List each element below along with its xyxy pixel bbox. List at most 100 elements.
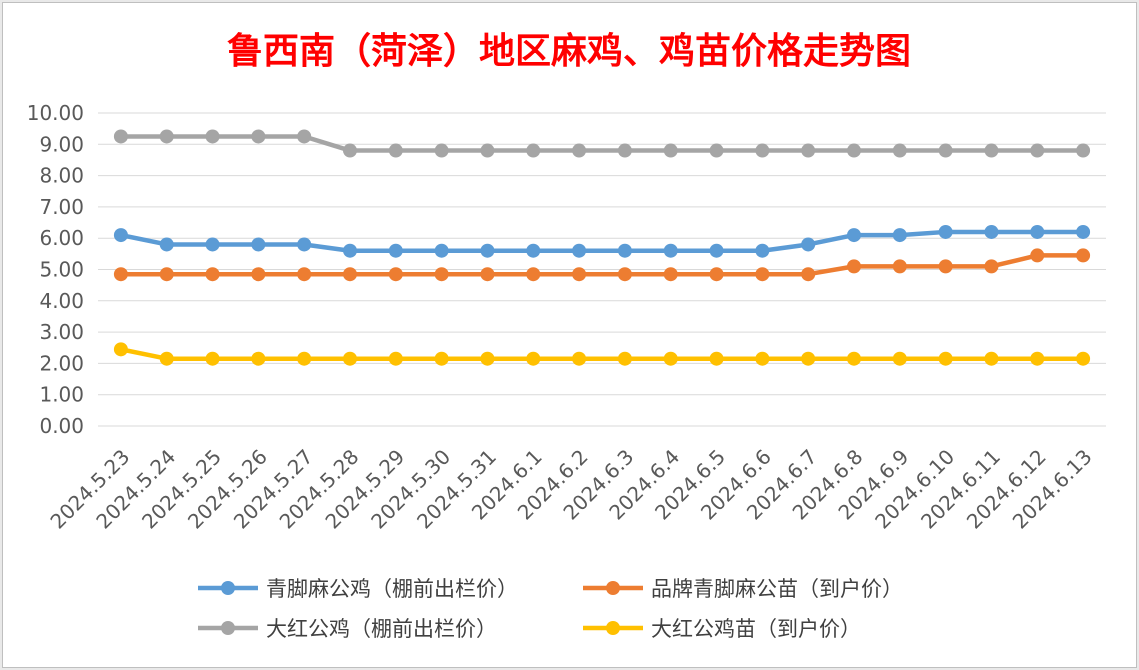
data-point bbox=[205, 351, 220, 366]
data-point bbox=[343, 267, 357, 282]
data-point bbox=[1030, 351, 1045, 366]
data-point bbox=[480, 143, 495, 158]
data-point bbox=[434, 243, 449, 258]
y-tick-label: 3.00 bbox=[39, 320, 84, 344]
y-axis-ticks: 0.00 1.00 2.00 3.00 4.00 5.00 6.00 7.00 8.00 9.00… bbox=[27, 101, 84, 438]
data-point bbox=[480, 351, 495, 366]
data-point bbox=[709, 351, 724, 366]
data-point bbox=[755, 351, 770, 366]
data-point bbox=[709, 267, 724, 282]
data-point bbox=[663, 267, 678, 282]
data-point bbox=[159, 267, 174, 282]
legend-label: 品牌青脚麻公苗（到户价） bbox=[651, 577, 903, 601]
series-1 bbox=[113, 248, 1091, 282]
legend-marker bbox=[606, 621, 620, 635]
data-point bbox=[892, 259, 907, 274]
data-point bbox=[572, 267, 587, 282]
y-tick-label: 2.00 bbox=[39, 351, 84, 375]
legend-marker bbox=[221, 621, 235, 635]
y-tick-label: 4.00 bbox=[39, 289, 84, 313]
data-point bbox=[755, 243, 770, 258]
data-point bbox=[388, 351, 403, 366]
data-point bbox=[572, 143, 587, 158]
data-point bbox=[709, 143, 724, 158]
data-point bbox=[663, 143, 678, 158]
data-point bbox=[159, 351, 174, 366]
legend-label: 青脚麻公鸡（棚前出栏价） bbox=[266, 577, 518, 601]
series-0 bbox=[113, 224, 1091, 258]
data-point bbox=[847, 259, 861, 274]
data-point bbox=[526, 351, 541, 366]
series-line bbox=[120, 253, 1084, 277]
data-point bbox=[617, 243, 632, 258]
data-point bbox=[847, 143, 861, 158]
line-chart: 鲁西南（菏泽）地区麻鸡、鸡苗价格走势图 0.00 1.00 2.00 3.00 4.00… bbox=[27, 30, 1106, 641]
data-point bbox=[1030, 143, 1045, 158]
data-point bbox=[297, 267, 312, 282]
data-point bbox=[297, 237, 312, 252]
data-point bbox=[572, 351, 587, 366]
data-point bbox=[343, 243, 357, 258]
series-lines bbox=[113, 129, 1091, 366]
data-point bbox=[892, 228, 907, 243]
data-point bbox=[113, 129, 128, 144]
data-point bbox=[297, 351, 312, 366]
legend: 青脚麻公鸡（棚前出栏价） 品牌青脚麻公苗（到户价） 大红公鸡（棚前出栏价） 大红公鸡苗… bbox=[198, 577, 903, 641]
data-point bbox=[113, 228, 128, 243]
data-point bbox=[663, 351, 678, 366]
data-point bbox=[572, 243, 587, 258]
y-tick-label: 5.00 bbox=[39, 258, 84, 282]
data-point bbox=[297, 129, 312, 144]
data-point bbox=[984, 259, 999, 274]
data-point bbox=[205, 237, 220, 252]
data-point bbox=[892, 351, 907, 366]
data-point bbox=[801, 351, 816, 366]
data-point bbox=[251, 237, 266, 252]
data-point bbox=[113, 342, 128, 357]
data-point bbox=[251, 129, 266, 144]
data-point bbox=[801, 143, 816, 158]
legend-marker bbox=[221, 581, 235, 595]
data-point bbox=[205, 129, 220, 144]
data-point bbox=[159, 129, 174, 144]
data-point bbox=[434, 143, 449, 158]
legend-item: 大红公鸡苗（到户价） bbox=[583, 617, 861, 641]
data-point bbox=[1076, 143, 1091, 158]
data-point bbox=[938, 224, 953, 239]
legend-item: 大红公鸡（棚前出栏价） bbox=[198, 617, 497, 641]
y-tick-label: 9.00 bbox=[39, 132, 84, 156]
legend-label: 大红公鸡苗（到户价） bbox=[651, 617, 861, 641]
data-point bbox=[388, 267, 403, 282]
legend-label: 大红公鸡（棚前出栏价） bbox=[266, 617, 497, 641]
data-point bbox=[343, 143, 357, 158]
legend-marker bbox=[606, 581, 620, 595]
data-point bbox=[251, 267, 266, 282]
data-point bbox=[1030, 224, 1045, 239]
series-line bbox=[120, 134, 1084, 153]
data-point bbox=[480, 267, 495, 282]
data-point bbox=[709, 243, 724, 258]
data-point bbox=[434, 351, 449, 366]
data-point bbox=[343, 351, 357, 366]
data-point bbox=[526, 267, 541, 282]
data-point bbox=[892, 143, 907, 158]
data-point bbox=[801, 237, 816, 252]
data-point bbox=[755, 143, 770, 158]
data-point bbox=[847, 351, 861, 366]
x-axis-ticks: 2024.5.232024.5.242024.5.252024.5.262024… bbox=[45, 445, 1096, 534]
data-point bbox=[984, 143, 999, 158]
data-point bbox=[1076, 248, 1091, 263]
data-point bbox=[938, 259, 953, 274]
legend-item: 青脚麻公鸡（棚前出栏价） bbox=[198, 577, 518, 601]
data-point bbox=[984, 351, 999, 366]
data-point bbox=[801, 267, 816, 282]
chart-title: 鲁西南（菏泽）地区麻鸡、鸡苗价格走势图 bbox=[227, 30, 911, 72]
legend-item: 品牌青脚麻公苗（到户价） bbox=[583, 577, 903, 601]
data-point bbox=[388, 243, 403, 258]
data-point bbox=[113, 267, 128, 282]
data-point bbox=[938, 351, 953, 366]
data-point bbox=[617, 267, 632, 282]
y-tick-label: 7.00 bbox=[39, 195, 84, 219]
data-point bbox=[984, 224, 999, 239]
